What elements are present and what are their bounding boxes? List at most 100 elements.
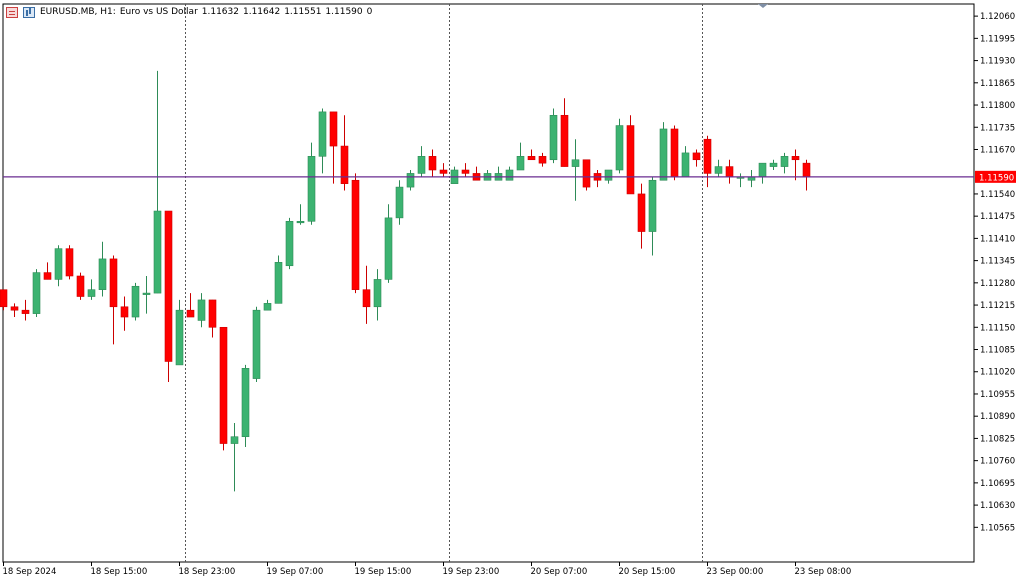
candle[interactable] [637, 183, 646, 249]
y-tick-label: 1.10890 [980, 412, 1015, 422]
candle[interactable] [230, 423, 239, 492]
grid-icon[interactable] [6, 6, 18, 18]
candle-body [197, 299, 206, 321]
high-value: 1.11642 [242, 7, 281, 17]
candle[interactable] [285, 217, 294, 270]
candle-body [87, 289, 96, 297]
candle[interactable] [296, 204, 305, 225]
candle[interactable] [538, 152, 547, 167]
candle[interactable] [670, 125, 679, 181]
candle[interactable] [648, 176, 657, 256]
candle[interactable] [98, 241, 107, 297]
candle[interactable] [439, 163, 448, 177]
candle[interactable] [153, 70, 162, 294]
candle[interactable] [318, 108, 327, 174]
candle[interactable] [164, 210, 173, 382]
candle[interactable] [571, 139, 580, 201]
candle[interactable] [43, 262, 52, 280]
candle[interactable] [582, 159, 591, 191]
candle-body [659, 128, 668, 181]
candle[interactable] [307, 142, 316, 225]
chart-icon[interactable] [23, 6, 35, 18]
y-tick-label: 1.11085 [980, 346, 1015, 356]
candle[interactable] [428, 149, 437, 177]
candle[interactable] [549, 108, 558, 164]
candle-body [505, 169, 514, 181]
y-tick-label: 1.11800 [980, 101, 1015, 111]
candle[interactable] [65, 245, 74, 280]
candle[interactable] [516, 142, 525, 171]
candle[interactable] [769, 159, 778, 170]
candle[interactable] [0, 289, 8, 311]
candle[interactable] [252, 306, 261, 382]
candle[interactable] [560, 98, 569, 167]
candle[interactable] [10, 303, 19, 318]
candle[interactable] [362, 265, 371, 324]
x-tick-label: 18 Sep 15:00 [91, 567, 148, 577]
candle-body [98, 258, 107, 290]
candle-body [274, 262, 283, 304]
candle-body [263, 303, 272, 311]
candle[interactable] [329, 111, 338, 184]
candle[interactable] [197, 293, 206, 328]
candle[interactable] [142, 276, 151, 314]
candle[interactable] [791, 149, 800, 181]
candle[interactable] [527, 149, 536, 161]
candle-body [758, 162, 767, 178]
candle[interactable] [120, 296, 129, 331]
candle-body [208, 299, 217, 328]
candle[interactable] [703, 135, 712, 188]
chart-header: EURUSD.MB, H1: Euro vs US Dollar 1.11632… [6, 5, 376, 19]
x-tick-label: 18 Sep 23:00 [179, 567, 236, 577]
candle-body [351, 179, 360, 290]
candle[interactable] [76, 272, 85, 300]
candle-body [769, 162, 778, 167]
candle[interactable] [274, 255, 283, 304]
chart-shift-marker-icon[interactable] [758, 4, 768, 8]
candle[interactable] [384, 204, 393, 283]
candle[interactable] [615, 118, 624, 174]
candle[interactable] [461, 163, 470, 177]
candle[interactable] [54, 245, 63, 287]
candle-body [714, 166, 723, 174]
candle[interactable] [373, 269, 382, 321]
candle-body [527, 156, 536, 161]
candle-body [76, 275, 85, 297]
candle[interactable] [87, 279, 96, 300]
candle[interactable] [263, 299, 272, 311]
candle[interactable] [186, 293, 195, 318]
candle[interactable] [626, 115, 635, 195]
candle[interactable] [109, 255, 118, 345]
candle[interactable] [692, 149, 701, 167]
x-tick-label: 23 Sep 00:00 [707, 567, 764, 577]
y-tick-label: 1.11475 [980, 212, 1015, 222]
candle[interactable] [131, 282, 140, 321]
candle[interactable] [351, 173, 360, 294]
candle-body [791, 156, 800, 161]
candle[interactable] [780, 152, 789, 174]
candle-body [175, 309, 184, 366]
x-tick-label: 18 Sep 2024 [3, 567, 57, 577]
candle[interactable] [395, 180, 404, 225]
candle[interactable] [659, 122, 668, 181]
candle[interactable] [241, 364, 250, 447]
candle[interactable] [505, 166, 514, 181]
candle[interactable] [714, 159, 723, 177]
candle[interactable] [417, 146, 426, 177]
candle[interactable] [340, 115, 349, 191]
candle[interactable] [175, 299, 184, 366]
y-tick-label: 1.11215 [980, 301, 1015, 311]
candle-body [252, 309, 261, 379]
candle-body [318, 111, 327, 157]
candle[interactable] [219, 326, 228, 451]
candle[interactable] [208, 299, 217, 338]
volume-value: 0 [366, 7, 373, 17]
candle[interactable] [406, 170, 415, 191]
candle[interactable] [32, 269, 41, 318]
candle-body [329, 111, 338, 147]
y-tick-label: 1.11540 [980, 190, 1015, 200]
x-tick-label: 19 Sep 23:00 [443, 567, 500, 577]
candle[interactable] [21, 299, 30, 321]
